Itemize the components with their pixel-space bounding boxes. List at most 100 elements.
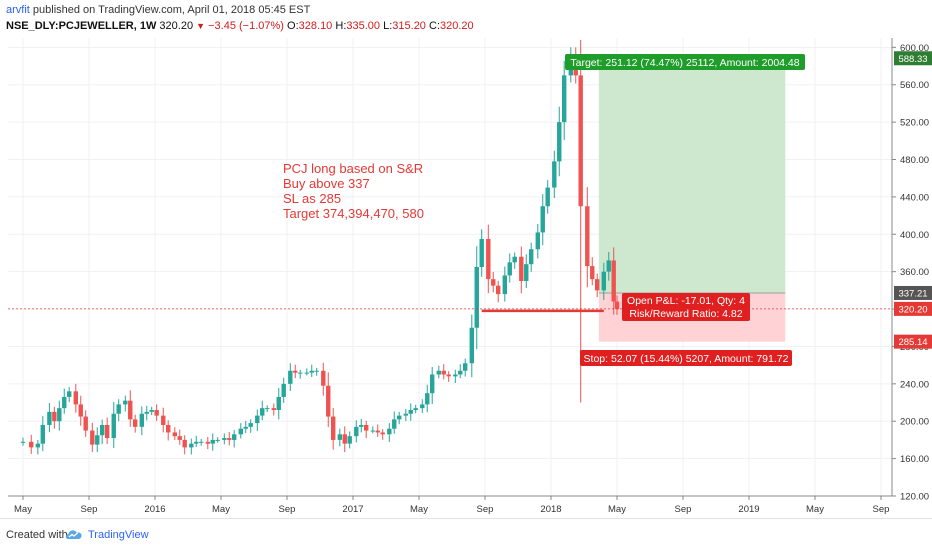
candle-body (590, 266, 595, 280)
candle-body (364, 424, 369, 431)
candle-body (321, 370, 326, 386)
annotation-line-1: PCJ long based on S&R (283, 161, 423, 176)
candle-body (420, 404, 425, 409)
candle-body (271, 408, 276, 411)
candle-body (502, 275, 507, 295)
candle-body (606, 260, 611, 272)
x-tick-label: 2016 (144, 504, 165, 515)
x-tick-label: Sep (873, 504, 890, 515)
y-tick-label: 240.00 (900, 379, 929, 390)
y-tick-label: 560.00 (900, 80, 929, 91)
candle-body (611, 260, 616, 302)
candle-body (215, 439, 220, 441)
candle-body (425, 393, 430, 405)
candle-body (469, 327, 474, 364)
candle-body (535, 232, 540, 250)
annotation-line-4: Target 374,394,470, 580 (283, 206, 424, 221)
candle-body (199, 441, 204, 443)
candle-body (104, 424, 110, 439)
candle-body (189, 443, 194, 448)
candle-body (177, 436, 182, 440)
candle-body (507, 262, 512, 276)
x-tick-label: 2019 (738, 504, 759, 515)
open-value: 328.10 (298, 20, 333, 32)
candle-body (205, 441, 210, 444)
created-with-text: Created with (6, 529, 68, 541)
x-tick-label: Sep (279, 504, 296, 515)
candle-body (243, 426, 248, 429)
candle-body (238, 428, 243, 435)
candle-body (227, 438, 232, 440)
close-label: C: (429, 20, 440, 32)
chart-header: arvfit published on TradingView.com, Apr… (0, 0, 932, 38)
candle-body (265, 408, 270, 410)
candle-body (40, 424, 45, 444)
candle-body (222, 438, 227, 440)
x-tick-label: Sep (675, 504, 692, 515)
price-tag-label: 588.33 (898, 54, 927, 65)
author-link[interactable]: arvfit (6, 4, 30, 16)
candle-body (370, 430, 375, 432)
tradingview-cloud-icon (65, 530, 82, 539)
candle-body (210, 439, 215, 444)
candle-body (552, 161, 557, 188)
y-tick-label: 400.00 (900, 230, 929, 241)
rr-label: Risk/Reward Ratio: 4.82 (629, 308, 742, 320)
candle-body (342, 434, 347, 444)
target-label: Target: 251.12 (74.47%) 25112, Amount: 2… (570, 57, 799, 69)
candle-body (585, 206, 590, 267)
candle-body (166, 424, 171, 433)
candle-body (387, 428, 392, 435)
candle-body (562, 75, 567, 123)
candle-body (557, 122, 562, 162)
candle-body (408, 410, 413, 414)
x-tick-label: May (212, 504, 230, 515)
candle-body (446, 374, 451, 377)
candle-body (139, 413, 144, 427)
pnl-label-box (622, 293, 750, 321)
price-tag (894, 334, 932, 349)
candle-body (397, 415, 402, 420)
candle-body (73, 391, 78, 405)
low-value: 315.20 (392, 20, 426, 32)
candle-body (453, 374, 458, 377)
open-label: O: (287, 20, 299, 32)
y-tick-label: 200.00 (900, 417, 929, 428)
y-tick-label: 520.00 (900, 118, 929, 129)
y-tick-label: 160.00 (900, 454, 929, 465)
tradingview-brand-link[interactable]: TradingView (88, 529, 149, 541)
target-label-box (565, 54, 805, 70)
candle-body (430, 374, 435, 394)
candle-body (463, 363, 468, 371)
candle-body (47, 411, 52, 425)
candle-body (90, 430, 95, 445)
candle-body (123, 400, 128, 405)
candle-body (172, 432, 177, 437)
candle-body (260, 408, 265, 416)
price-tag-label: 320.20 (898, 304, 927, 315)
y-tick-label: 480.00 (900, 155, 929, 166)
candle-body (458, 370, 463, 375)
candle-body (154, 410, 159, 416)
candle-body (29, 441, 34, 448)
candle-body (144, 411, 149, 414)
candle-body (595, 279, 600, 291)
pnl-label: Open P&L: -17.01, Qty: 4 (627, 295, 745, 307)
candle-body (35, 443, 41, 448)
candle-body (111, 413, 116, 439)
candle-body (601, 271, 606, 291)
candle-body (331, 416, 336, 440)
target-zone (598, 58, 786, 293)
candle-body (413, 408, 418, 411)
candle-body (78, 404, 83, 417)
price-chart[interactable]: 120.00160.00200.00240.00280.00320.00360.… (0, 38, 932, 518)
y-tick-label: 120.00 (900, 492, 929, 503)
publish-text: published on TradingView.com, April 01, … (32, 4, 311, 16)
candle-body (337, 434, 342, 440)
candle-body (545, 187, 550, 207)
y-tick-label: 440.00 (900, 192, 929, 203)
candle-body (496, 285, 501, 295)
candle-body (359, 424, 364, 427)
candle-body (293, 370, 298, 373)
price-tag (894, 301, 932, 316)
